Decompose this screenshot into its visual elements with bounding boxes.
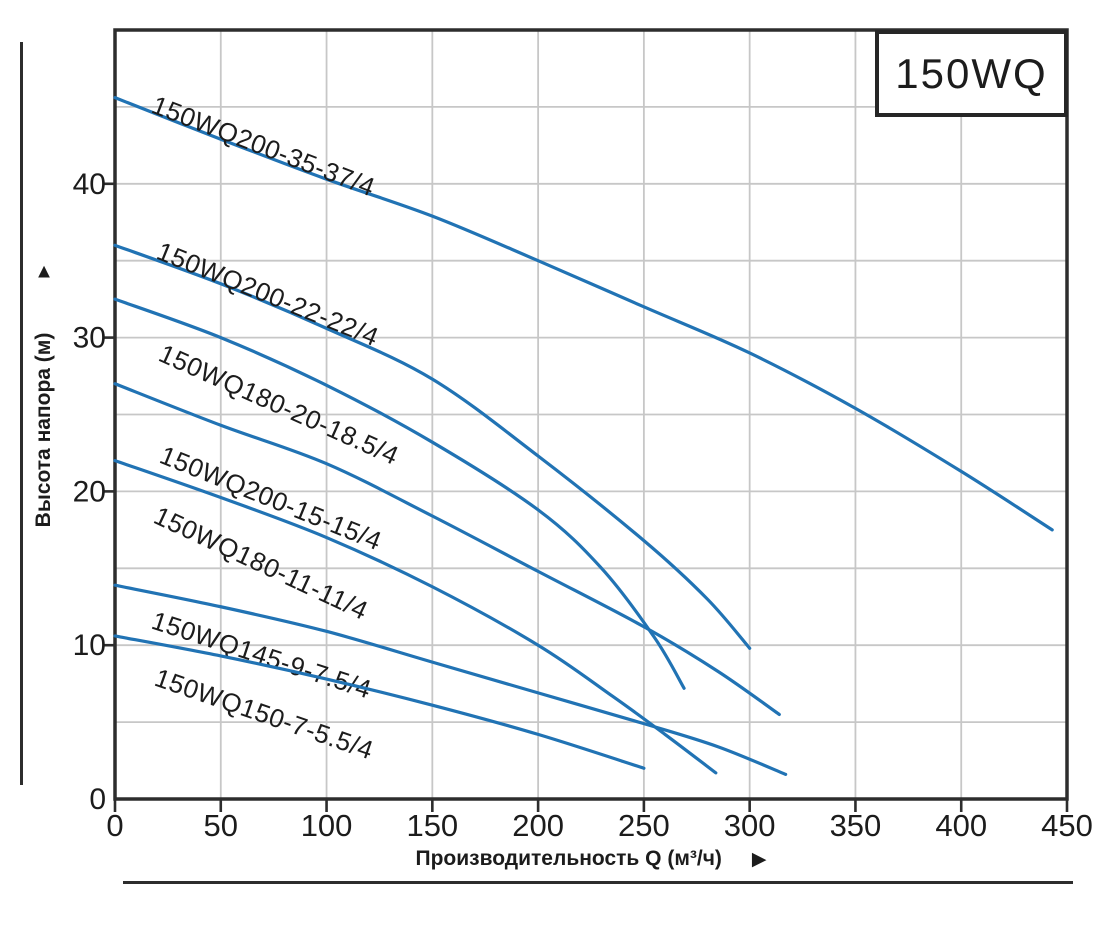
pump-curve [113,96,1054,532]
x-tick-label: 150 [406,808,458,843]
pump-curve [113,297,686,690]
y-tick-label: 20 [73,475,106,508]
pump-curve [113,634,646,770]
x-tick-label: 200 [512,808,564,843]
left-margin-rule [20,42,23,785]
x-tick-label: 50 [204,808,238,843]
x-tick-label: 100 [301,808,353,843]
curve-label: 150WQ200-22-22/4 [153,236,383,352]
x-axis-title: Производительность Q (м³/ч) [415,847,722,870]
y-axis-title: Высота напора (м) [32,332,55,528]
y-tick-label: 0 [89,783,106,816]
x-tick-label: 0 [106,808,123,843]
x-tick-label: 300 [724,808,776,843]
right-arrow-icon: ▶ [751,848,767,870]
pump-curve [113,382,781,717]
x-axis-title-row: Производительность Q (м³/ч) ▶ [415,847,766,871]
x-tick-label: 450 [1041,808,1093,843]
x-tick-label: 250 [618,808,670,843]
y-tick-label: 40 [73,168,106,201]
x-tick-label: 350 [830,808,882,843]
y-tick-label: 30 [73,322,106,355]
x-tick-label: 400 [935,808,987,843]
bottom-margin-rule [123,881,1073,884]
series-family-badge: 150WQ [875,30,1068,117]
plot-frame [113,28,1069,801]
up-arrow-icon: ▲ [34,260,54,283]
pump-curve [113,583,788,776]
y-tick-label: 10 [73,629,106,662]
pump-curve [113,459,718,775]
pump-curve [113,243,752,650]
